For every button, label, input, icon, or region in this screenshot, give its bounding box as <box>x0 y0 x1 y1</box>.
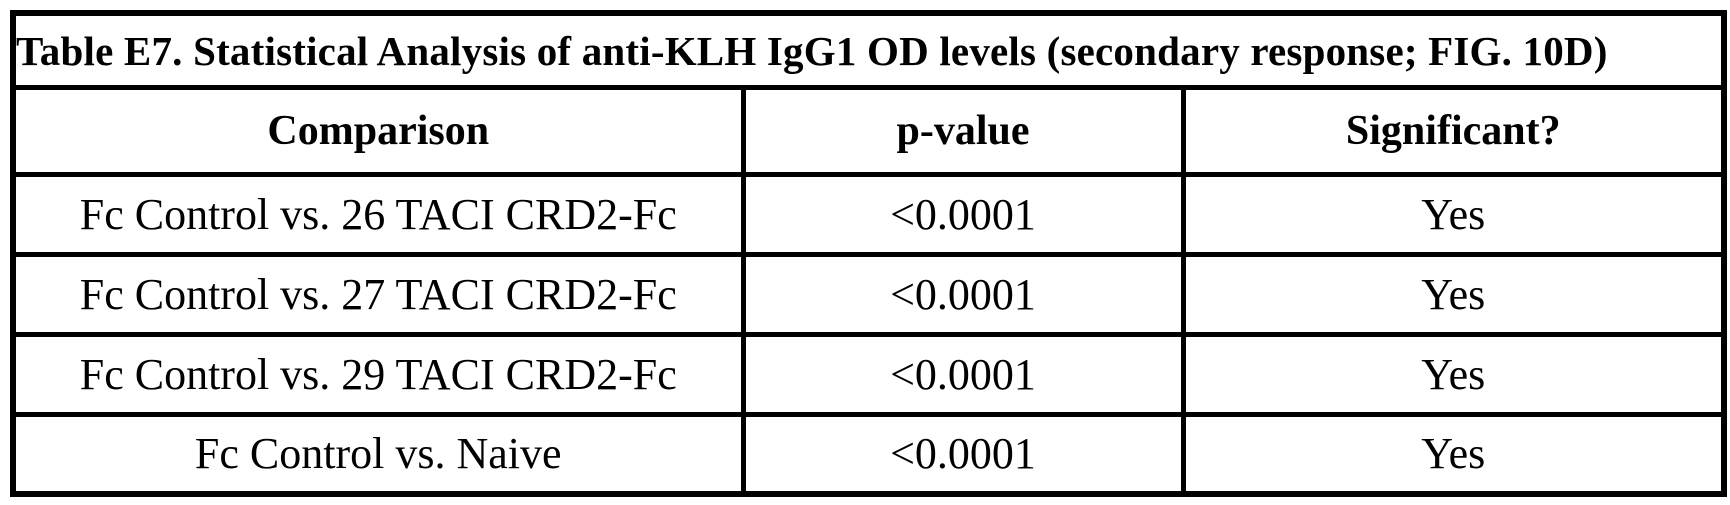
cell-significant: Yes <box>1180 172 1727 257</box>
cell-comparison: Fc Control vs. Naive <box>10 411 746 497</box>
table-title: Table E7. Statistical Analysis of anti-K… <box>10 10 1727 91</box>
table-row: Fc Control vs. 27 TACI CRD2-Fc <0.0001 Y… <box>10 251 1727 337</box>
column-header-comparison: Comparison <box>10 85 746 178</box>
cell-significant: Yes <box>1180 251 1727 337</box>
cell-significant: Yes <box>1180 411 1727 497</box>
column-header-significant: Significant? <box>1180 85 1727 178</box>
statistical-analysis-table: Table E7. Statistical Analysis of anti-K… <box>10 10 1728 497</box>
cell-p-value: <0.0001 <box>740 411 1186 497</box>
table-header-row: Comparison p-value Significant? <box>10 85 1727 178</box>
column-header-p-value: p-value <box>740 85 1186 178</box>
cell-significant: Yes <box>1180 331 1727 417</box>
cell-comparison: Fc Control vs. 29 TACI CRD2-Fc <box>10 331 746 417</box>
cell-p-value: <0.0001 <box>740 172 1186 257</box>
cell-p-value: <0.0001 <box>740 251 1186 337</box>
cell-comparison: Fc Control vs. 26 TACI CRD2-Fc <box>10 172 746 257</box>
table-title-row: Table E7. Statistical Analysis of anti-K… <box>10 10 1727 91</box>
table-row: Fc Control vs. 29 TACI CRD2-Fc <0.0001 Y… <box>10 331 1727 417</box>
cell-p-value: <0.0001 <box>740 331 1186 417</box>
cell-comparison: Fc Control vs. 27 TACI CRD2-Fc <box>10 251 746 337</box>
table-row: Fc Control vs. Naive <0.0001 Yes <box>10 411 1727 497</box>
table-row: Fc Control vs. 26 TACI CRD2-Fc <0.0001 Y… <box>10 172 1727 257</box>
